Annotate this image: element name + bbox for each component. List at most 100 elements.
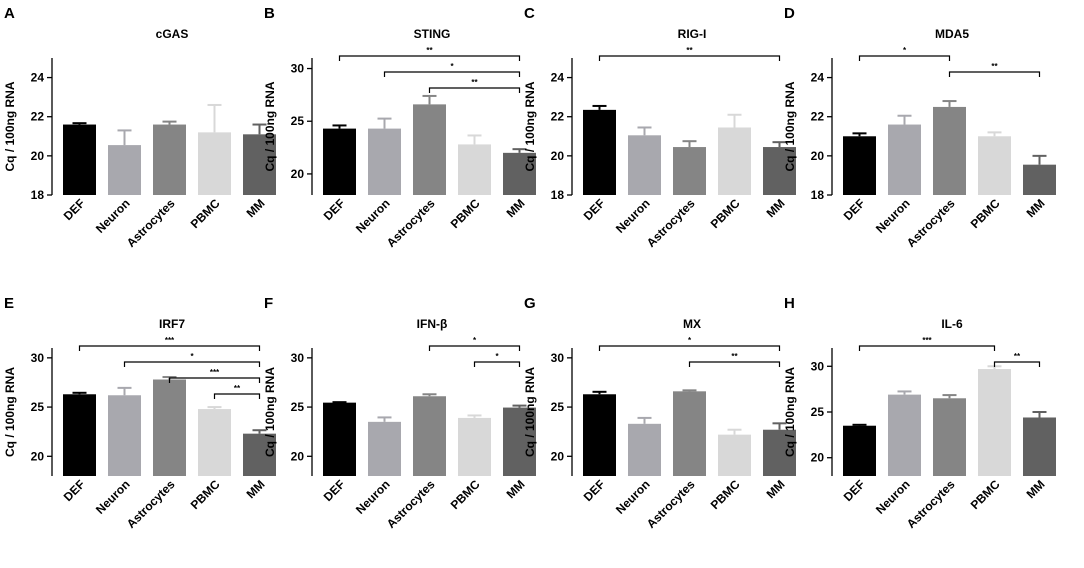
category-label-neuron: Neuron (353, 196, 393, 236)
chart-title: STING (414, 27, 451, 41)
category-label-def: DEF (61, 196, 88, 223)
significance-label: ** (426, 46, 433, 55)
category-label-neuron: Neuron (873, 477, 913, 517)
y-tick-label: 20 (31, 449, 45, 463)
y-axis-label: Cq / 100ng RNA (523, 81, 537, 171)
significance-label: ** (234, 384, 241, 393)
bar-mm (763, 429, 796, 476)
bar-astrocytes (413, 104, 446, 195)
category-label-neuron: Neuron (873, 196, 913, 236)
significance-bracket (338, 55, 521, 61)
category-label-pbmc: PBMC (708, 477, 743, 512)
bar-astrocytes (673, 391, 706, 476)
y-axis-label: Cq / 100ng RNA (3, 81, 17, 171)
category-label-def: DEF (841, 477, 868, 504)
significance-bracket (948, 71, 1041, 77)
significance-label: ** (471, 78, 478, 87)
significance-label: * (450, 62, 454, 71)
panel-letter: G (524, 295, 536, 312)
category-label-mm: MM (504, 196, 528, 220)
significance-label: * (473, 336, 477, 345)
bar-def (583, 109, 616, 195)
bar-mm (503, 407, 536, 476)
bar-astrocytes (153, 379, 186, 476)
panel-e: E IRF7 Cq / 100ng RNA 20 25 30 DEF NeuronAstroc… (3, 295, 276, 531)
category-label-astrocytes: Astrocytes (384, 196, 438, 250)
category-label-astrocytes: Astrocytes (644, 477, 698, 531)
bar-def (323, 128, 356, 195)
category-label-pbmc: PBMC (968, 196, 1003, 231)
bar-neuron (888, 394, 921, 476)
bar-mm (763, 147, 796, 195)
bar-def (843, 136, 876, 195)
bar-mm (243, 134, 276, 195)
significance-bracket (78, 345, 261, 351)
y-tick-label: 24 (811, 71, 825, 85)
category-label-def: DEF (581, 196, 608, 223)
category-label-astrocytes: Astrocytes (124, 196, 178, 250)
category-label-neuron: Neuron (93, 196, 133, 236)
y-tick-label: 24 (551, 71, 565, 85)
y-tick-label: 30 (811, 359, 825, 373)
significance-label: * (495, 352, 499, 361)
y-axis-label: Cq / 100ng RNA (263, 367, 277, 457)
category-label-pbmc: PBMC (708, 196, 743, 231)
bar-astrocytes (153, 124, 186, 195)
category-label-mm: MM (1024, 477, 1048, 501)
y-tick-label: 20 (291, 167, 305, 181)
significance-bracket (473, 361, 521, 367)
y-tick-label: 20 (31, 149, 45, 163)
significance-label: ** (991, 62, 998, 71)
bar-neuron (888, 124, 921, 195)
category-label-astrocytes: Astrocytes (644, 196, 698, 250)
panel-h: H IL-6 Cq / 100ng RNA 20 25 30 DEF NeuronAstroc… (783, 295, 1056, 531)
chart-title: IL-6 (941, 317, 963, 331)
category-label-def: DEF (321, 477, 348, 504)
bar-pbmc (198, 132, 231, 195)
significance-bracket (213, 393, 261, 399)
y-tick-label: 30 (551, 351, 565, 365)
significance-bracket (123, 361, 261, 367)
chart-title: cGAS (156, 27, 189, 41)
category-label-pbmc: PBMC (448, 477, 483, 512)
bar-pbmc (718, 434, 751, 476)
panel-letter: A (4, 5, 15, 22)
bar-neuron (108, 145, 141, 195)
significance-label: * (190, 352, 194, 361)
y-tick-label: 20 (811, 451, 825, 465)
y-tick-label: 20 (551, 149, 565, 163)
y-tick-label: 24 (31, 71, 45, 85)
significance-bracket (428, 345, 521, 351)
category-label-pbmc: PBMC (448, 196, 483, 231)
bar-pbmc (198, 409, 231, 476)
y-tick-label: 25 (811, 405, 825, 419)
category-label-def: DEF (61, 477, 88, 504)
significance-bracket (688, 361, 781, 367)
bar-mm (243, 433, 276, 476)
panel-letter: B (264, 5, 275, 22)
significance-label: *** (165, 336, 175, 345)
y-tick-label: 25 (291, 114, 305, 128)
panel-f: F IFN-β Cq / 100ng RNA 20 25 30 DEF NeuronAstro… (263, 295, 536, 531)
y-tick-label: 18 (811, 188, 825, 202)
significance-bracket (383, 71, 521, 77)
category-label-neuron: Neuron (93, 477, 133, 517)
chart-title: IFN-β (417, 317, 448, 331)
category-label-def: DEF (321, 196, 348, 223)
category-label-mm: MM (244, 196, 268, 220)
bar-pbmc (458, 417, 491, 476)
significance-label: * (688, 336, 692, 345)
panel-c: C RIG-I Cq / 100ng RNA 18 20 22 24 DEF NeuronAst… (523, 5, 796, 250)
panel-d: D MDA5 Cq / 100ng RNA 18 20 22 24 DEF NeuronAstr… (783, 5, 1056, 250)
panel-b: B STING Cq / 100ng RNA 20 25 30 DEF NeuronAstro… (263, 5, 536, 250)
y-tick-label: 22 (811, 110, 825, 124)
bar-mm (1023, 164, 1056, 195)
bar-def (843, 425, 876, 476)
category-label-mm: MM (244, 477, 268, 501)
bar-astrocytes (933, 106, 966, 195)
significance-label: *** (922, 336, 932, 345)
bar-neuron (368, 421, 401, 476)
category-label-pbmc: PBMC (968, 477, 1003, 512)
y-tick-label: 20 (551, 449, 565, 463)
